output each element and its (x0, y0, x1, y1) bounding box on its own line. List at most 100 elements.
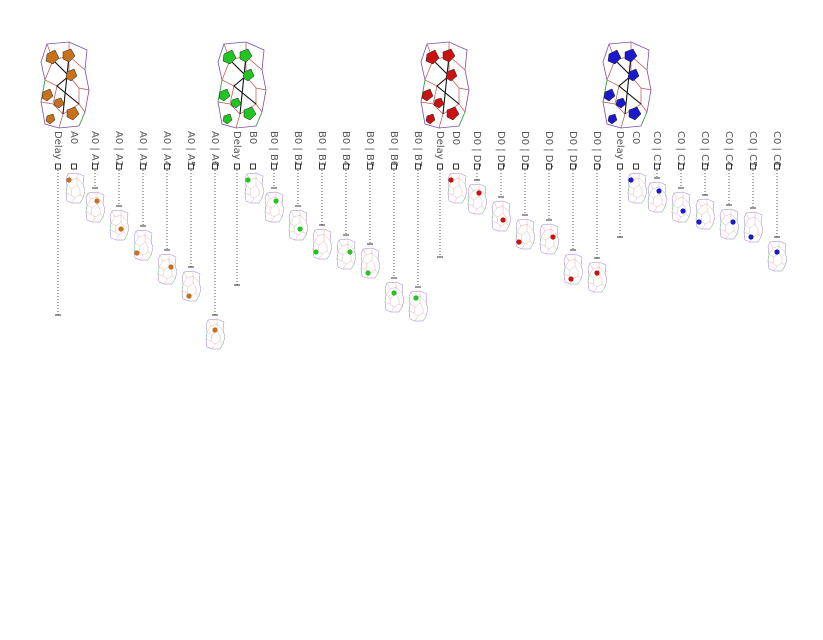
cell-thumbnail (336, 238, 356, 270)
cell-thumbnail (539, 223, 559, 255)
cell-thumbnail (288, 209, 308, 241)
column-checkbox (391, 163, 397, 170)
active-cell (313, 249, 319, 255)
active-cell (365, 270, 371, 276)
column-label: D0 | D1 (471, 131, 482, 169)
column-label: B0 | B2 (292, 131, 303, 167)
column-label: C0 | C3 (699, 131, 710, 167)
column-label: A0 (68, 131, 79, 144)
column-label: Delay (614, 131, 625, 160)
cell-thumbnail (467, 183, 487, 215)
column-label: C0 | C5 (747, 131, 758, 167)
active-cell (696, 219, 702, 225)
column-label: C0 | C1 (651, 131, 662, 167)
active-cell (628, 177, 634, 183)
column-label: B0 | B1 (268, 131, 279, 167)
active-cell (448, 177, 454, 183)
column-checkbox (415, 163, 421, 170)
column-label: D0 | D3 (519, 131, 530, 169)
column-checkbox (750, 163, 756, 170)
column-label: D0 | D4 (543, 131, 554, 169)
column-checkbox (271, 163, 277, 170)
column-label: A0 | A2 (113, 131, 124, 167)
active-cell (476, 190, 482, 196)
column-checkbox (343, 163, 349, 170)
cell-thumbnail (587, 261, 607, 293)
column-checkbox (367, 163, 373, 170)
column-label: A0 | A1 (89, 131, 100, 167)
column-label: D0 | D5 (567, 131, 578, 169)
column-checkbox (678, 163, 684, 170)
cell-thumbnail (408, 290, 428, 322)
active-cell (656, 188, 662, 194)
column-checkbox (726, 163, 732, 170)
column-label: B0 | B7 (412, 131, 423, 167)
column-checkbox (319, 163, 325, 170)
active-cell (186, 293, 192, 299)
column-label: B0 | B4 (340, 131, 351, 167)
cell-thumbnail (85, 191, 105, 223)
cell-thumbnail (671, 191, 691, 223)
active-cell (297, 226, 303, 232)
column-label: B0 (247, 131, 258, 144)
column-label: D0 (450, 131, 461, 145)
group-map (217, 41, 267, 129)
column-checkbox (474, 163, 480, 170)
column-label: A0 | A3 (137, 131, 148, 167)
cell-thumbnail (719, 208, 739, 240)
column-label: D0 | D2 (495, 131, 506, 169)
active-cell (774, 249, 780, 255)
active-cell (413, 295, 419, 301)
active-cell (168, 264, 174, 270)
column-label: A0 | A4 (161, 131, 172, 167)
column-label: A0 | A6 (209, 131, 220, 167)
column-label: B0 | B6 (388, 131, 399, 167)
group-map (602, 41, 652, 129)
column-checkbox (594, 163, 600, 170)
group-map (40, 41, 90, 129)
active-cell (212, 327, 218, 333)
active-cell (748, 234, 754, 240)
active-cell (94, 198, 100, 204)
active-cell (245, 177, 251, 183)
column-checkbox (570, 163, 576, 170)
cell-thumbnail (767, 240, 787, 272)
active-cell (391, 290, 397, 296)
column-label: Delay (434, 131, 445, 160)
column-checkbox (250, 163, 256, 170)
column-checkbox (234, 163, 240, 170)
column-checkbox (774, 163, 780, 170)
active-cell (730, 219, 736, 225)
column-checkbox (188, 163, 194, 170)
column-label: Delay (231, 131, 242, 160)
active-cell (568, 276, 574, 282)
cell-thumbnail (205, 318, 225, 350)
column-label: C0 | C4 (723, 131, 734, 167)
column-checkbox (116, 163, 122, 170)
active-cell (680, 208, 686, 214)
active-cell (550, 234, 556, 240)
column-checkbox (633, 163, 639, 170)
column-checkbox (617, 163, 623, 170)
column-checkbox (55, 163, 61, 170)
column-checkbox (498, 163, 504, 170)
column-checkbox (522, 163, 528, 170)
cell-thumbnail (647, 181, 667, 213)
active-cell (134, 250, 140, 256)
column-label: Delay (52, 131, 63, 160)
group-map (420, 41, 470, 129)
cell-thumbnail (491, 200, 511, 232)
active-cell (516, 239, 522, 245)
column-checkbox (92, 163, 98, 170)
active-cell (594, 270, 600, 276)
active-cell (66, 177, 72, 183)
column-checkbox (164, 163, 170, 170)
column-label: A0 | A5 (185, 131, 196, 167)
column-checkbox (71, 163, 77, 170)
column-checkbox (437, 163, 443, 170)
column-checkbox (212, 163, 218, 170)
active-cell (118, 226, 124, 232)
cell-thumbnail (109, 209, 129, 241)
cell-thumbnail (157, 253, 177, 285)
